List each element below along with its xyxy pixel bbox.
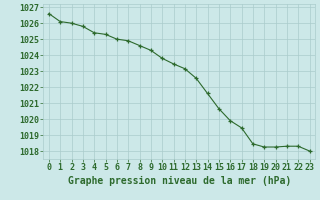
X-axis label: Graphe pression niveau de la mer (hPa): Graphe pression niveau de la mer (hPa) xyxy=(68,176,291,186)
